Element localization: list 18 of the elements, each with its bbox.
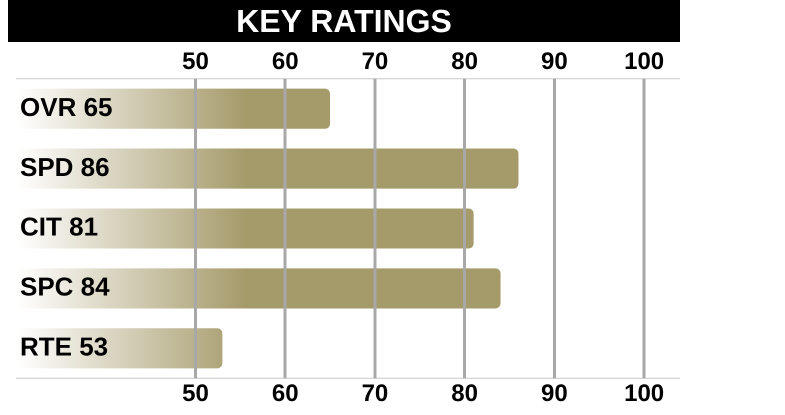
x-tick-label: 90	[541, 48, 568, 76]
y-tick-label: RTE 53	[20, 331, 108, 362]
y-tick-label: SPC 84	[20, 272, 110, 302]
x2-tick-label: 50	[182, 380, 209, 408]
x2-tick-label: 100	[624, 380, 664, 408]
x-tick-label: 100	[624, 48, 664, 76]
x2-tick-label: 80	[451, 380, 478, 408]
y-tick-label: SPD 86	[20, 152, 110, 182]
x-tick-label: 70	[362, 48, 388, 76]
x2-tick-label: 60	[272, 380, 299, 408]
x-tick-label: 80	[451, 48, 478, 76]
x-tick-label: 60	[272, 48, 299, 76]
y-tick-label: CIT 81	[20, 212, 98, 242]
x-tick-label: 50	[182, 48, 209, 76]
chart-title: KEY RATINGS	[8, 0, 680, 42]
x2-tick-label: 90	[541, 380, 568, 408]
x2-tick-label: 70	[362, 380, 388, 408]
y-tick-label: OVR 65	[20, 92, 112, 122]
